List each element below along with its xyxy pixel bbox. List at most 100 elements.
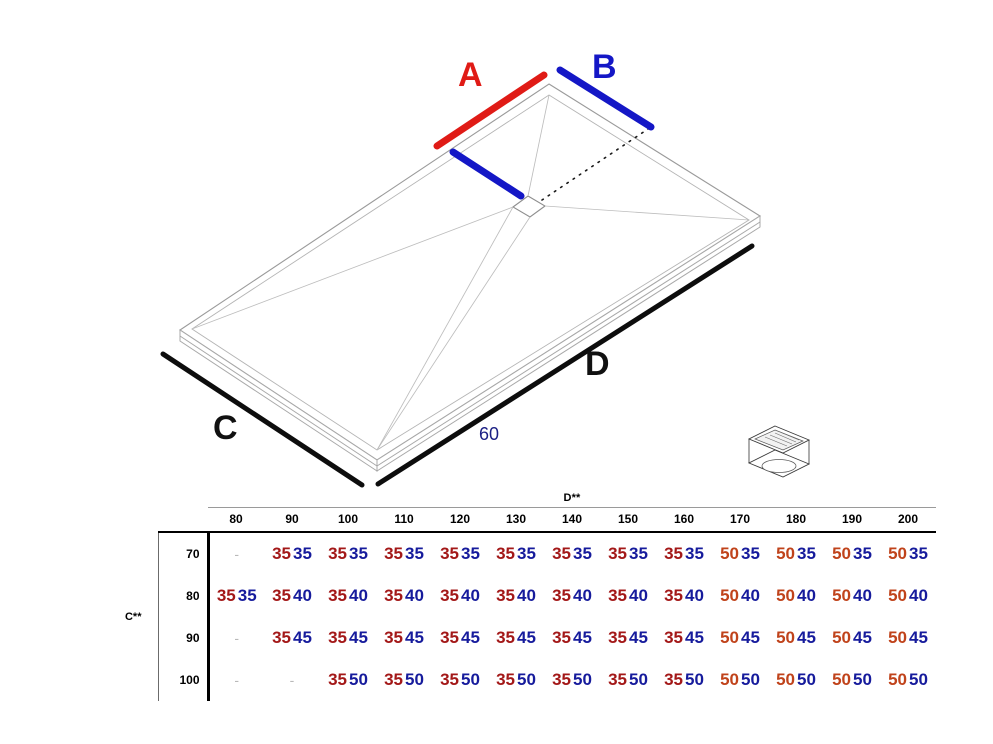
cell-left-value: 50	[888, 544, 907, 563]
cell-left-value: 35	[328, 586, 347, 605]
corner-spacer	[112, 492, 158, 507]
column-header-110: 110	[376, 508, 432, 533]
cell-right-value: 45	[573, 628, 592, 647]
cell-value-pair: 50 40	[768, 575, 824, 617]
cell-value-pair: 35 45	[320, 617, 376, 659]
cell-right-value: 50	[685, 670, 704, 689]
column-header-130: 130	[488, 508, 544, 533]
cell-value-pair: 35 50	[376, 659, 432, 701]
cell-value-pair: 35 35	[600, 532, 656, 575]
cell-value-pair: 50 45	[880, 617, 936, 659]
cell-right-value: 35	[573, 544, 592, 563]
cell-right-value: 50	[853, 670, 872, 689]
dimension-table-region: D** 80 90 100 110 120 130 140 150 160 170 180 190 20…	[0, 492, 993, 744]
column-header-180: 180	[768, 508, 824, 533]
cell-left-value: 35	[496, 628, 515, 647]
cell-left-value: 35	[552, 628, 571, 647]
table-column-header-row: 80 90 100 110 120 130 140 150 160 170 180 190 200	[112, 508, 936, 533]
cell-left-value: 35	[328, 670, 347, 689]
cell-value-pair: 35 50	[488, 659, 544, 701]
cell-right-value: 50	[461, 670, 480, 689]
cell-left-value: 35	[384, 544, 403, 563]
cell-left-value: 35	[328, 544, 347, 563]
cell-value-pair: 50 35	[824, 532, 880, 575]
cell-right-value: 35	[797, 544, 816, 563]
cell-value-pair: 35 50	[320, 659, 376, 701]
column-axis-label: D**	[563, 492, 581, 504]
cell-right-value: 50	[741, 670, 760, 689]
cell-dash: -	[289, 672, 295, 688]
cell-right-value: 45	[517, 628, 536, 647]
cell-right-value: 45	[461, 628, 480, 647]
cell-right-value: 45	[629, 628, 648, 647]
table-row: 90-35 45 35 45 35 45 35 45 35 45 35 45 35 45 35 45 50 45 5…	[112, 617, 936, 659]
cell-value-pair: 35 35	[376, 532, 432, 575]
column-header-200: 200	[880, 508, 936, 533]
cell-empty: -	[208, 617, 264, 659]
cell-right-value: 40	[517, 586, 536, 605]
cell-value-pair: 50 45	[824, 617, 880, 659]
cell-right-value: 45	[293, 628, 312, 647]
cell-left-value: 50	[720, 544, 739, 563]
cell-left-value: 35	[664, 670, 683, 689]
row-header-70: 70	[158, 532, 210, 575]
cell-value-pair: 35 45	[544, 617, 600, 659]
cell-left-value: 35	[496, 586, 515, 605]
cell-value-pair: 35 45	[432, 617, 488, 659]
label-depth-60: 60	[479, 424, 500, 444]
corner-spacer-2	[158, 492, 208, 507]
cell-value-pair: 35 45	[264, 617, 320, 659]
cell-left-value: 50	[776, 544, 795, 563]
cell-right-value: 50	[517, 670, 536, 689]
cell-value-pair: 50 50	[768, 659, 824, 701]
cell-left-value: 35	[496, 670, 515, 689]
row-header-90: 90	[158, 617, 210, 659]
cell-value-pair: 50 45	[712, 617, 768, 659]
cell-right-value: 45	[741, 628, 760, 647]
cell-value-pair: 35 40	[656, 575, 712, 617]
label-A: A	[458, 56, 483, 94]
cell-value-pair: 35 35	[544, 532, 600, 575]
column-header-90: 90	[264, 508, 320, 533]
cell-left-value: 35	[272, 586, 291, 605]
cell-value-pair: 35 40	[432, 575, 488, 617]
column-header-160: 160	[656, 508, 712, 533]
cell-left-value: 35	[608, 544, 627, 563]
cell-right-value: 45	[797, 628, 816, 647]
cell-right-value: 35	[405, 544, 424, 563]
cell-right-value: 35	[237, 586, 257, 605]
cell-value-pair: 50 40	[824, 575, 880, 617]
cell-right-value: 40	[461, 586, 480, 605]
corner-spacer-6	[158, 508, 208, 533]
cell-value-pair: 50 40	[880, 575, 936, 617]
dimension-table: D** 80 90 100 110 120 130 140 150 160 170 180 190 20…	[112, 492, 936, 701]
table-body: C** 70-35 35 35 35 35 35 35 35 35 35 35 35 35 35 35 35 50…	[112, 532, 936, 701]
dimension-line-B-lower	[449, 148, 525, 200]
cell-value-pair: 50 50	[712, 659, 768, 701]
dimension-line-A	[433, 71, 548, 150]
cell-right-value: 35	[629, 544, 648, 563]
cell-right-value: 40	[853, 586, 872, 605]
cell-left-value: 35	[440, 586, 459, 605]
cell-left-value: 35	[608, 586, 627, 605]
cell-left-value: 35	[272, 544, 291, 563]
cell-right-value: 50	[629, 670, 648, 689]
cell-right-value: 35	[293, 544, 312, 563]
cell-right-value: 35	[909, 544, 928, 563]
cell-right-value: 40	[629, 586, 648, 605]
cell-value-pair: 35 40	[376, 575, 432, 617]
cell-left-value: 35	[608, 670, 627, 689]
cell-empty: -	[264, 659, 320, 701]
cell-value-pair: 35 35	[208, 575, 264, 617]
corner-spacer-5	[112, 508, 158, 532]
drain-icon-svg	[747, 425, 811, 478]
tray-slope-lines	[191, 94, 750, 451]
cell-right-value: 40	[349, 586, 368, 605]
cell-left-value: 50	[720, 586, 739, 605]
cell-right-value: 35	[685, 544, 704, 563]
column-header-140: 140	[544, 508, 600, 533]
cell-right-value: 40	[685, 586, 704, 605]
cell-value-pair: 50 50	[824, 659, 880, 701]
cell-left-value: 35	[272, 628, 291, 647]
row-header-80: 80	[158, 575, 210, 617]
